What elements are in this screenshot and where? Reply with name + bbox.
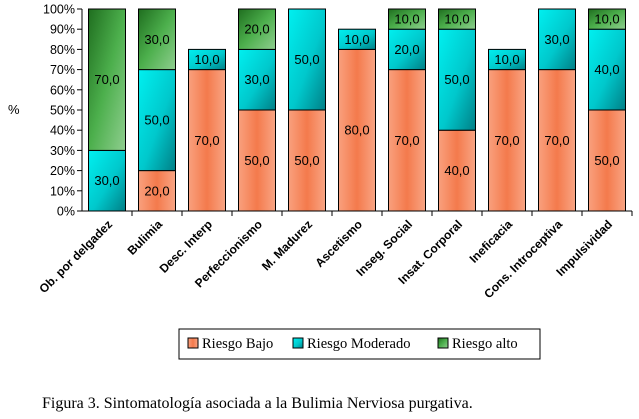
bar-segment <box>488 69 526 212</box>
data-label: 50,0 <box>244 153 269 168</box>
data-label: 70,0 <box>394 133 419 148</box>
x-tick-label: Ascetismo <box>312 217 365 270</box>
bar-segment <box>238 8 276 50</box>
y-tick-label: 60% <box>50 83 75 97</box>
data-label: 50,0 <box>144 113 169 128</box>
data-label: 30,0 <box>94 173 119 188</box>
data-label: 70,0 <box>494 133 519 148</box>
x-tick-label: Bulimia <box>125 217 166 258</box>
bar-segment <box>288 8 326 111</box>
data-label: 10,0 <box>344 32 369 47</box>
y-tick-label: 50% <box>50 104 75 118</box>
data-label: 10,0 <box>194 52 219 67</box>
x-tick-label: Ob. por delgadez <box>36 217 115 296</box>
x-tick-label: Ineficacia <box>467 217 516 266</box>
data-label: 30,0 <box>544 32 569 47</box>
bar-segment <box>188 48 226 71</box>
y-tick-label: 30% <box>50 144 75 158</box>
data-label: 40,0 <box>444 163 469 178</box>
legend-swatch <box>292 337 304 349</box>
x-tick-label: M. Madurez <box>259 217 315 273</box>
data-label: 20,0 <box>394 42 419 57</box>
bar-segment <box>238 48 276 111</box>
data-label: 30,0 <box>144 32 169 47</box>
y-tick-label: 80% <box>50 43 75 57</box>
data-label: 50,0 <box>594 153 619 168</box>
bar-segment <box>538 8 576 71</box>
bar-segment <box>88 8 126 151</box>
bar-segment <box>588 8 626 30</box>
bar-segment <box>88 149 126 212</box>
legend-box <box>178 328 541 360</box>
stacked-bar-chart: % 0% 10% 20% 30% 40% 50% 60% 70% 80% 90% 100% 30,0 70… <box>8 3 633 360</box>
data-label: 50,0 <box>294 52 319 67</box>
bar-segment <box>238 109 276 212</box>
data-label: 20,0 <box>244 22 269 37</box>
data-label: 10,0 <box>444 12 469 27</box>
bar-segment <box>488 48 526 71</box>
legend-swatch <box>437 337 449 349</box>
bar-segment <box>388 69 426 212</box>
y-tick-label: 20% <box>50 164 75 178</box>
data-label: 10,0 <box>594 12 619 27</box>
data-label: 70,0 <box>194 133 219 148</box>
data-label: 70,0 <box>94 72 119 87</box>
data-label: 50,0 <box>444 72 469 87</box>
legend-label: Riesgo Moderado <box>307 336 411 352</box>
bar-segment <box>438 8 476 30</box>
bar-segment <box>538 69 576 212</box>
bar-segment <box>388 28 426 71</box>
bar-segment <box>138 8 176 71</box>
bar-segment <box>288 109 326 212</box>
y-tick-label: 40% <box>50 124 75 138</box>
data-label: 30,0 <box>244 72 269 87</box>
bar-segment <box>338 28 376 50</box>
y-tick-label: 90% <box>50 23 75 37</box>
data-label: 10,0 <box>394 12 419 27</box>
legend-label: Riesgo alto <box>452 336 518 352</box>
data-label: 50,0 <box>294 153 319 168</box>
data-label: 70,0 <box>544 133 569 148</box>
bar-segment <box>438 28 476 131</box>
y-tick-label: 10% <box>50 184 75 198</box>
figure-caption: Figura 3. Sintomatología asociada a la B… <box>42 395 473 412</box>
data-label: 40,0 <box>594 62 619 77</box>
y-tick-label: 0% <box>57 205 75 219</box>
data-label: 10,0 <box>494 52 519 67</box>
data-label: 80,0 <box>344 123 369 138</box>
bar-segment <box>388 8 426 30</box>
y-tick-label: 100% <box>43 3 75 17</box>
bar-segment <box>588 28 626 111</box>
data-label: 20,0 <box>144 183 169 198</box>
y-axis-label: % <box>8 102 20 117</box>
legend-label: Riesgo Bajo <box>202 336 273 352</box>
y-tick-label: 70% <box>50 63 75 77</box>
legend-swatch <box>187 337 199 349</box>
